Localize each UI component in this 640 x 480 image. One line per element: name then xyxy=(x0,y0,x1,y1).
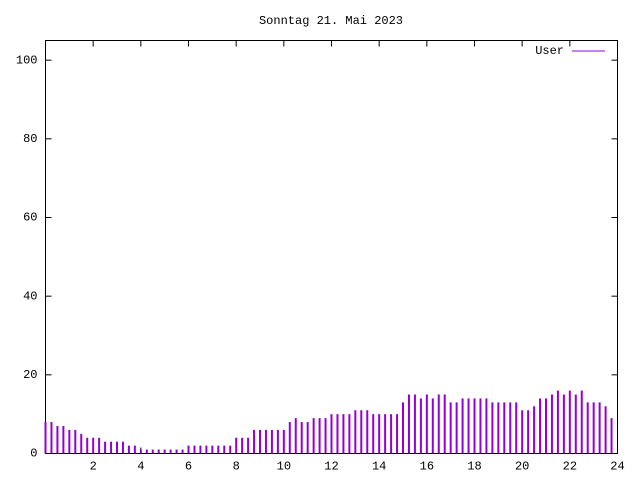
x-tick-label: 24 xyxy=(610,460,624,474)
legend-label: User xyxy=(535,44,564,58)
y-tick-label: 20 xyxy=(23,368,37,382)
x-tick-label: 18 xyxy=(467,460,481,474)
plot-frame xyxy=(45,40,618,454)
y-tick-label: 40 xyxy=(23,289,37,303)
x-tick-label: 22 xyxy=(563,460,577,474)
x-tick-label: 14 xyxy=(372,460,386,474)
x-tick-label: 4 xyxy=(137,460,144,474)
x-tick-label: 6 xyxy=(185,460,192,474)
x-tick-label: 12 xyxy=(324,460,338,474)
y-tick-label: 100 xyxy=(16,53,38,67)
x-tick-label: 10 xyxy=(277,460,291,474)
chart-title: Sonntag 21. Mai 2023 xyxy=(259,14,403,28)
x-tick-label: 20 xyxy=(515,460,529,474)
y-tick-label: 0 xyxy=(30,447,37,461)
x-tick-label: 2 xyxy=(90,460,97,474)
x-tick-label: 8 xyxy=(233,460,240,474)
y-tick-label: 80 xyxy=(23,132,37,146)
y-tick-label: 60 xyxy=(23,211,37,225)
x-tick-label: 16 xyxy=(420,460,434,474)
